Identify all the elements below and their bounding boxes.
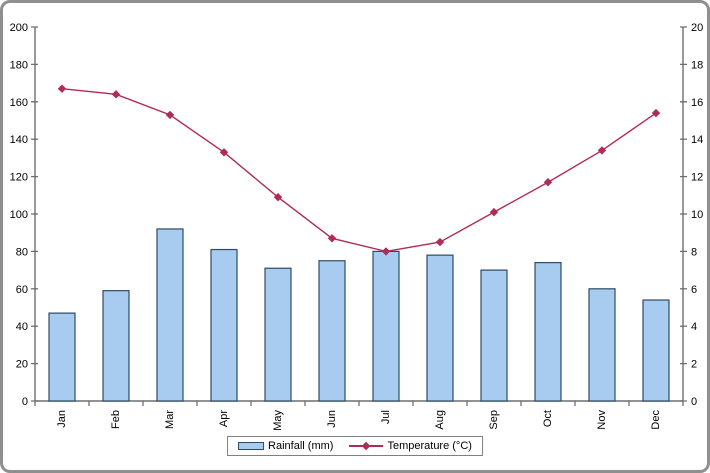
temperature-marker-dec — [651, 108, 661, 118]
y-axis-right-tick-label: 0 — [691, 396, 697, 408]
temperature-marker-jan — [57, 84, 67, 93]
temperature-marker-oct — [543, 178, 553, 187]
temperature-marker-apr — [219, 148, 229, 157]
y-axis-left-tick-label: 120 — [10, 172, 28, 184]
x-axis-category-label: Jun — [326, 410, 338, 428]
y-axis-right-tick-label: 20 — [691, 22, 703, 34]
x-axis-category-label: Oct — [542, 410, 554, 427]
y-axis-right-tick-label: 12 — [691, 172, 703, 184]
bar-apr — [210, 248, 238, 402]
bar-jun — [318, 260, 346, 402]
bar-dec — [642, 299, 670, 402]
legend-label-temperature: Temperature (°C) — [387, 440, 472, 452]
bar-mar — [156, 228, 184, 402]
bar-sep — [480, 269, 508, 402]
legend-entry-rainfall: Rainfall (mm) — [238, 440, 333, 452]
bar-jan — [48, 312, 76, 402]
diamond-marker-icon — [362, 441, 371, 450]
y-axis-right-tick-label: 6 — [691, 284, 697, 296]
temperature-marker-nov — [597, 146, 607, 155]
y-axis-left-tick-label: 40 — [16, 321, 28, 333]
legend: Rainfall (mm) Temperature (°C) — [227, 436, 483, 456]
bar-jul — [372, 250, 400, 402]
y-axis-right-tick-label: 16 — [691, 97, 703, 109]
temperature-marker-jun — [327, 234, 337, 243]
y-axis-left-tick-label: 200 — [10, 22, 28, 34]
temperature-marker-aug — [435, 237, 445, 247]
y-axis-right-tick-label: 14 — [691, 134, 703, 146]
y-axis-left-tick-label: 160 — [10, 97, 28, 109]
y-axis-left-tick-label: 0 — [22, 396, 28, 408]
y-axis-right-tick-label: 2 — [691, 359, 697, 371]
x-axis-category-label: May — [272, 410, 284, 431]
temperature-swatch-icon — [349, 441, 384, 450]
y-axis-right-tick-label: 18 — [691, 59, 703, 71]
y-axis-right-tick-label: 8 — [691, 246, 697, 258]
x-axis-category-label: Sep — [488, 410, 500, 430]
y-axis-right-tick-label: 10 — [691, 209, 703, 221]
legend-label-rainfall: Rainfall (mm) — [268, 440, 334, 452]
bar-oct — [534, 262, 562, 402]
temperature-line — [61, 88, 657, 253]
y-axis-left-tick-label: 140 — [10, 134, 28, 146]
temperature-marker-feb — [111, 90, 121, 99]
x-axis-category-label: Dec — [650, 410, 662, 430]
bar-feb — [102, 290, 130, 402]
bar-aug — [426, 254, 454, 402]
y-axis-left-tick-label: 180 — [10, 59, 28, 71]
temperature-marker-may — [273, 192, 283, 202]
x-axis-category-label: Mar — [164, 410, 176, 429]
y-axis-right-tick-label: 4 — [691, 321, 697, 333]
bar-may — [264, 267, 292, 402]
y-axis-left-tick-label: 20 — [16, 359, 28, 371]
temperature-marker-sep — [489, 207, 499, 217]
climate-chart: 0 20 40 60 80 100 120 140 160 180 200 0 2 4 6 8 10 12 14 16… — [10, 22, 704, 431]
temperature-marker-jul — [381, 247, 391, 256]
x-axis-category-label: Nov — [596, 410, 608, 430]
x-axis-category-label: Jul — [380, 410, 392, 424]
x-axis-category-label: Aug — [434, 410, 446, 430]
x-axis-category-label: Apr — [218, 410, 230, 427]
temperature-marker-mar — [165, 110, 175, 120]
x-axis-category-label: Feb — [110, 410, 122, 429]
y-axis-left-tick-label: 80 — [16, 246, 28, 258]
bar-nov — [588, 288, 616, 402]
x-axis-category-label: Jan — [56, 410, 68, 428]
y-axis-left-tick-label: 100 — [10, 209, 28, 221]
rainfall-swatch-icon — [238, 442, 265, 450]
y-axis-left-tick-label: 60 — [16, 284, 28, 296]
legend-entry-temperature: Temperature (°C) — [349, 440, 472, 452]
